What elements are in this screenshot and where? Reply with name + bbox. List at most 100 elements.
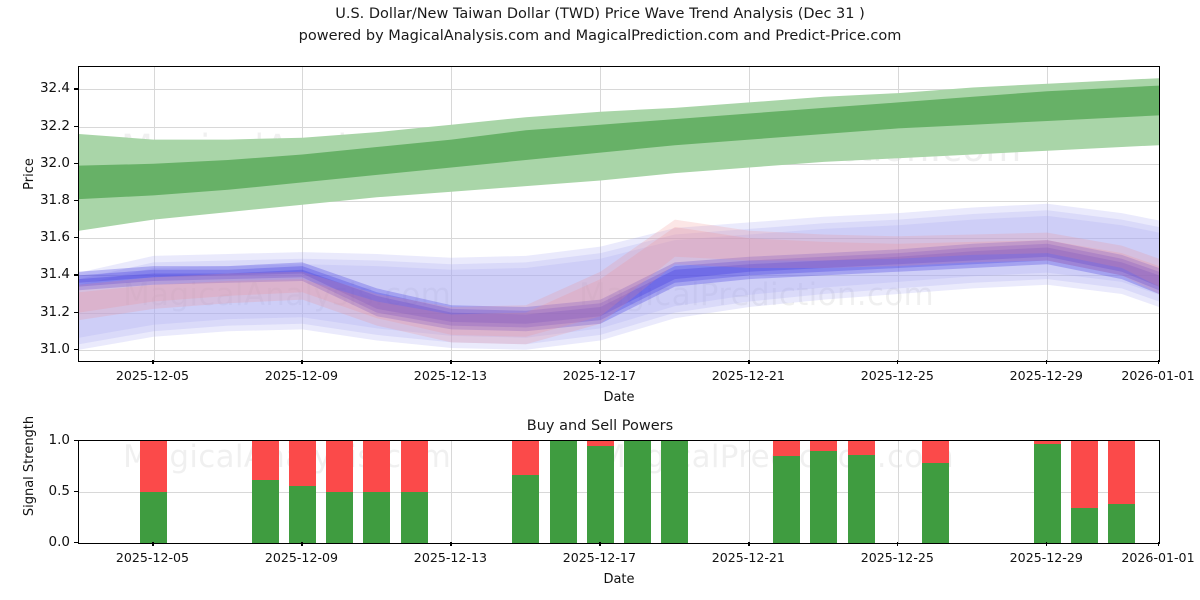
power-bar bbox=[1071, 441, 1098, 543]
buy-power-segment bbox=[661, 441, 689, 543]
gridline-v bbox=[600, 67, 602, 361]
y-tick-label: 32.0 bbox=[39, 154, 70, 171]
power-y-tick-label: 0.0 bbox=[48, 534, 70, 550]
power-bar bbox=[586, 441, 614, 543]
buy-power-segment bbox=[549, 441, 577, 543]
y-tick-label: 31.2 bbox=[39, 303, 70, 320]
price-wave-bands bbox=[79, 78, 1159, 350]
x-tick-mark bbox=[1046, 360, 1048, 364]
price-wave-plot: MagicalAnalysis.com MagicalPrediction.co… bbox=[78, 66, 1160, 362]
power-x-tick-label: 2025-12-13 bbox=[413, 550, 488, 565]
x-tick-mark bbox=[599, 360, 601, 364]
power-y-tick-mark bbox=[74, 491, 78, 493]
gridline-h bbox=[79, 349, 1159, 351]
power-bar bbox=[512, 441, 540, 543]
y-tick-label: 32.4 bbox=[39, 80, 70, 97]
buy-power-segment bbox=[400, 492, 428, 543]
x-tick-label: 2025-12-25 bbox=[860, 368, 934, 383]
band-secondary-wave-band bbox=[79, 227, 1159, 345]
x-tick-mark bbox=[152, 360, 154, 364]
power-bar bbox=[363, 441, 391, 543]
x-tick-mark bbox=[748, 360, 750, 364]
gridline-v bbox=[749, 441, 751, 543]
power-x-tick-mark bbox=[1046, 542, 1048, 546]
power-bar bbox=[624, 441, 652, 543]
y-tick-label: 32.2 bbox=[39, 117, 70, 134]
gridline-v bbox=[898, 441, 900, 543]
y-tick-label: 31.8 bbox=[39, 191, 70, 208]
band-price-wave-band-inner bbox=[79, 243, 1159, 328]
x-tick-label: 2025-12-21 bbox=[711, 368, 785, 383]
gridline-v bbox=[898, 67, 900, 361]
power-y-tick-mark bbox=[74, 440, 78, 442]
y-tick-label: 31.4 bbox=[39, 266, 70, 283]
y-tick-mark bbox=[74, 311, 78, 313]
power-x-tick-label: 2025-12-09 bbox=[264, 550, 339, 565]
x-tick-mark bbox=[450, 360, 452, 364]
power-x-tick-label: 2025-12-05 bbox=[115, 550, 190, 565]
gridline-h bbox=[79, 238, 1159, 240]
power-x-tick-mark bbox=[1158, 542, 1160, 546]
buy-power-segment bbox=[1071, 508, 1098, 543]
x-tick-label: 2025-12-17 bbox=[562, 368, 636, 383]
buy-power-segment bbox=[140, 492, 167, 543]
buy-power-segment bbox=[363, 492, 391, 543]
gridline-v bbox=[749, 67, 751, 361]
buy-power-segment bbox=[1108, 504, 1136, 543]
x-tick-label: 2026-01-01 bbox=[1121, 368, 1195, 383]
y-tick-label: 31.6 bbox=[39, 229, 70, 246]
y-tick-mark bbox=[74, 125, 78, 127]
x-tick-mark bbox=[897, 360, 899, 364]
power-bar bbox=[251, 441, 279, 543]
gridline-v bbox=[302, 67, 304, 361]
power-bar bbox=[288, 441, 316, 543]
power-x-tick-label: 2025-12-17 bbox=[562, 550, 636, 565]
y-tick-label: 31.0 bbox=[39, 340, 70, 357]
buy-power-segment bbox=[251, 479, 279, 543]
power-bar bbox=[922, 441, 950, 543]
band-secondary-wave-band bbox=[79, 219, 1159, 337]
power-y-tick-mark bbox=[74, 542, 78, 544]
power-x-tick-label: 2026-01-01 bbox=[1121, 550, 1195, 565]
x-tick-label: 2025-12-05 bbox=[115, 368, 190, 383]
power-x-tick-label: 2025-12-29 bbox=[1009, 550, 1083, 565]
buy-power-segment bbox=[773, 456, 801, 543]
power-x-tick-label: 2025-12-21 bbox=[711, 550, 785, 565]
gridline-v bbox=[1047, 67, 1049, 361]
gridline-h bbox=[79, 492, 1159, 493]
power-bar bbox=[661, 441, 689, 543]
power-bar bbox=[549, 441, 577, 543]
watermark-magicalprediction-2: MagicalPrediction.com bbox=[579, 277, 935, 313]
gridline-v bbox=[451, 441, 453, 543]
y-tick-mark bbox=[74, 237, 78, 239]
y-tick-mark bbox=[74, 88, 78, 90]
band-price-wave-band-outer bbox=[79, 203, 1159, 338]
power-x-tick-mark bbox=[450, 542, 452, 546]
y-tick-mark bbox=[74, 162, 78, 164]
buy-sell-powers-plot: MagicalAnalysis.com MagicalPrediction.co… bbox=[78, 440, 1160, 544]
x-tick-label: 2025-12-13 bbox=[413, 368, 488, 383]
buy-power-segment bbox=[922, 463, 950, 543]
gridline-v bbox=[451, 67, 453, 361]
buy-power-segment bbox=[1033, 444, 1061, 543]
buy-power-segment bbox=[512, 474, 540, 543]
x-tick-label: 2025-12-09 bbox=[264, 368, 339, 383]
band-price-wave-band-outer bbox=[79, 215, 1159, 350]
power-x-tick-label: 2025-12-25 bbox=[860, 550, 934, 565]
power-bar bbox=[773, 441, 801, 543]
main-y-axis-label: Price bbox=[22, 158, 37, 190]
buy-power-segment bbox=[847, 455, 875, 543]
band-upper-resistance-band-inner bbox=[79, 85, 1159, 200]
main-x-axis-label: Date bbox=[603, 390, 635, 405]
power-bar bbox=[400, 441, 428, 543]
power-x-tick-mark bbox=[748, 542, 750, 546]
buy-power-segment bbox=[326, 492, 354, 543]
power-bar bbox=[1108, 441, 1136, 543]
power-x-axis-label: Date bbox=[603, 572, 635, 587]
power-panel-title: Buy and Sell Powers bbox=[526, 418, 674, 434]
buy-power-segment bbox=[624, 441, 652, 543]
buy-power-segment bbox=[288, 485, 316, 543]
y-tick-mark bbox=[74, 199, 78, 202]
power-y-tick-label: 1.0 bbox=[48, 432, 70, 448]
